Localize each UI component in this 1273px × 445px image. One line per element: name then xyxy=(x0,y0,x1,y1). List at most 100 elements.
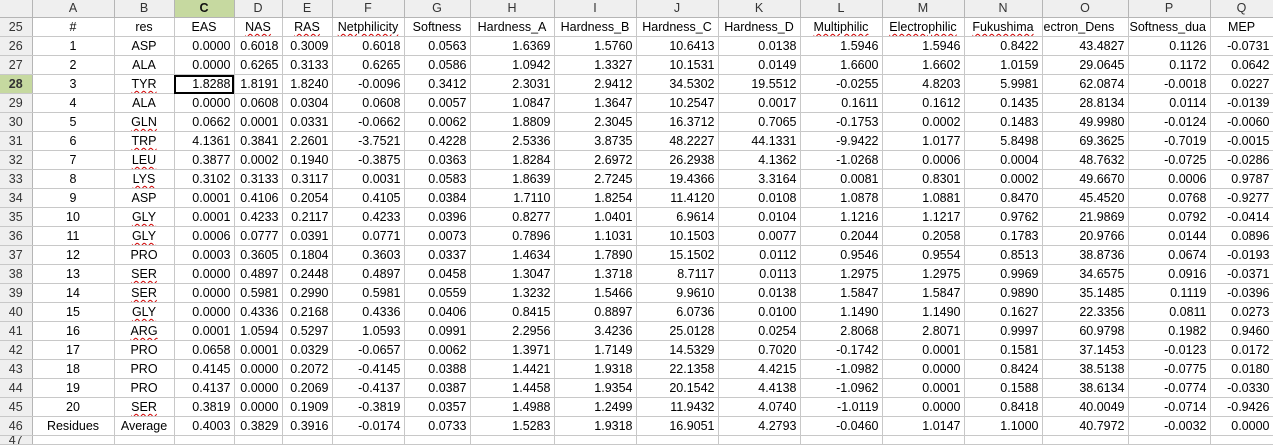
cell-a38[interactable]: 13 xyxy=(32,264,115,284)
cell-n36[interactable]: 0.1783 xyxy=(964,226,1043,246)
cell-e32[interactable]: 0.1940 xyxy=(282,150,333,170)
cell-o33[interactable]: 49.6670 xyxy=(1042,169,1129,189)
cell-c27[interactable]: 0.0000 xyxy=(174,55,235,75)
cell-k33[interactable]: 3.3164 xyxy=(718,169,801,189)
cell-f32[interactable]: -0.3875 xyxy=(332,150,405,170)
cell-g29[interactable]: 0.0057 xyxy=(404,93,471,113)
cell-b38[interactable]: SER xyxy=(114,264,175,284)
cell-m38[interactable]: 1.2975 xyxy=(882,264,965,284)
column-header-q[interactable]: Q xyxy=(1210,0,1273,18)
row-header-37[interactable]: 37 xyxy=(0,245,33,265)
cell-l25[interactable]: Multiphilic xyxy=(800,17,883,37)
cell-h33[interactable]: 1.8639 xyxy=(470,169,555,189)
cell-b26[interactable]: ASP xyxy=(114,36,175,56)
cell-g39[interactable]: 0.0559 xyxy=(404,283,471,303)
cell-i45[interactable]: 1.2499 xyxy=(554,397,637,417)
row-header-38[interactable]: 38 xyxy=(0,264,33,284)
cell-b30[interactable]: GLN xyxy=(114,112,175,132)
cell-q33[interactable]: 0.9787 xyxy=(1210,169,1273,189)
cell-h45[interactable]: 1.4988 xyxy=(470,397,555,417)
cell-i39[interactable]: 1.5466 xyxy=(554,283,637,303)
cell-f45[interactable]: -0.3819 xyxy=(332,397,405,417)
cell-d42[interactable]: 0.0001 xyxy=(234,340,283,360)
cell-l43[interactable]: -1.0982 xyxy=(800,359,883,379)
cell-p46[interactable]: -0.0032 xyxy=(1128,416,1211,436)
cell-b39[interactable]: SER xyxy=(114,283,175,303)
cell-j41[interactable]: 25.0128 xyxy=(636,321,719,341)
cell-q27[interactable]: 0.0642 xyxy=(1210,55,1273,75)
cell-d43[interactable]: 0.0000 xyxy=(234,359,283,379)
cell-m26[interactable]: 1.5946 xyxy=(882,36,965,56)
cell-l46[interactable]: -0.0460 xyxy=(800,416,883,436)
cell-a36[interactable]: 11 xyxy=(32,226,115,246)
cell-h41[interactable]: 2.2956 xyxy=(470,321,555,341)
cell-q30[interactable]: -0.0060 xyxy=(1210,112,1273,132)
cell-g32[interactable]: 0.0363 xyxy=(404,150,471,170)
cell-o29[interactable]: 28.8134 xyxy=(1042,93,1129,113)
cell-f46[interactable]: -0.0174 xyxy=(332,416,405,436)
cell-j36[interactable]: 10.1503 xyxy=(636,226,719,246)
cell-k25[interactable]: Hardness_D xyxy=(718,17,801,37)
cell-k26[interactable]: 0.0138 xyxy=(718,36,801,56)
cell-e25[interactable]: RAS xyxy=(282,17,333,37)
cell-b27[interactable]: ALA xyxy=(114,55,175,75)
select-all-corner[interactable] xyxy=(0,0,33,18)
cell-f42[interactable]: -0.0657 xyxy=(332,340,405,360)
cell-n26[interactable]: 0.8422 xyxy=(964,36,1043,56)
cell-i31[interactable]: 3.8735 xyxy=(554,131,637,151)
cell-i42[interactable]: 1.7149 xyxy=(554,340,637,360)
cell-m30[interactable]: 0.0002 xyxy=(882,112,965,132)
cell-b31[interactable]: TRP xyxy=(114,131,175,151)
cell-m25[interactable]: Electrophilic xyxy=(882,17,965,37)
cell-n42[interactable]: 0.1581 xyxy=(964,340,1043,360)
cell-c25[interactable]: EAS xyxy=(174,17,235,37)
cell-c38[interactable]: 0.0000 xyxy=(174,264,235,284)
cell-b34[interactable]: ASP xyxy=(114,188,175,208)
cell-m27[interactable]: 1.6602 xyxy=(882,55,965,75)
cell-i44[interactable]: 1.9354 xyxy=(554,378,637,398)
cell-p35[interactable]: 0.0792 xyxy=(1128,207,1211,227)
cell-p27[interactable]: 0.1172 xyxy=(1128,55,1211,75)
cell-b32[interactable]: LEU xyxy=(114,150,175,170)
cell-n27[interactable]: 1.0159 xyxy=(964,55,1043,75)
cell-a44[interactable]: 19 xyxy=(32,378,115,398)
cell-j37[interactable]: 15.1502 xyxy=(636,245,719,265)
cell-b29[interactable]: ALA xyxy=(114,93,175,113)
cell-m32[interactable]: 0.0006 xyxy=(882,150,965,170)
cell-i25[interactable]: Hardness_B xyxy=(554,17,637,37)
cell-n44[interactable]: 0.1588 xyxy=(964,378,1043,398)
cell-i36[interactable]: 1.1031 xyxy=(554,226,637,246)
cell-k27[interactable]: 0.0149 xyxy=(718,55,801,75)
cell-h35[interactable]: 0.8277 xyxy=(470,207,555,227)
cell-b43[interactable]: PRO xyxy=(114,359,175,379)
cell-a31[interactable]: 6 xyxy=(32,131,115,151)
cell-p40[interactable]: 0.0811 xyxy=(1128,302,1211,322)
cell-m40[interactable]: 1.1490 xyxy=(882,302,965,322)
cell-i29[interactable]: 1.3647 xyxy=(554,93,637,113)
cell-n28[interactable]: 5.9981 xyxy=(964,74,1043,94)
row-header-34[interactable]: 34 xyxy=(0,188,33,208)
cell-q40[interactable]: 0.0273 xyxy=(1210,302,1273,322)
cell-c33[interactable]: 0.3102 xyxy=(174,169,235,189)
cell-b47[interactable] xyxy=(114,435,175,445)
cell-l31[interactable]: -9.9422 xyxy=(800,131,883,151)
cell-m39[interactable]: 1.5847 xyxy=(882,283,965,303)
cell-i35[interactable]: 1.0401 xyxy=(554,207,637,227)
cell-j42[interactable]: 14.5329 xyxy=(636,340,719,360)
cell-a26[interactable]: 1 xyxy=(32,36,115,56)
column-header-k[interactable]: K xyxy=(718,0,801,18)
cell-m29[interactable]: 0.1612 xyxy=(882,93,965,113)
cell-o38[interactable]: 34.6575 xyxy=(1042,264,1129,284)
cell-c40[interactable]: 0.0000 xyxy=(174,302,235,322)
cell-o31[interactable]: 69.3625 xyxy=(1042,131,1129,151)
cell-n43[interactable]: 0.8424 xyxy=(964,359,1043,379)
cell-j44[interactable]: 20.1542 xyxy=(636,378,719,398)
cell-n39[interactable]: 0.9890 xyxy=(964,283,1043,303)
cell-g35[interactable]: 0.0396 xyxy=(404,207,471,227)
cell-g30[interactable]: 0.0062 xyxy=(404,112,471,132)
cell-p30[interactable]: -0.0124 xyxy=(1128,112,1211,132)
cell-o30[interactable]: 49.9980 xyxy=(1042,112,1129,132)
cell-i41[interactable]: 3.4236 xyxy=(554,321,637,341)
cell-j46[interactable]: 16.9051 xyxy=(636,416,719,436)
cell-o36[interactable]: 20.9766 xyxy=(1042,226,1129,246)
